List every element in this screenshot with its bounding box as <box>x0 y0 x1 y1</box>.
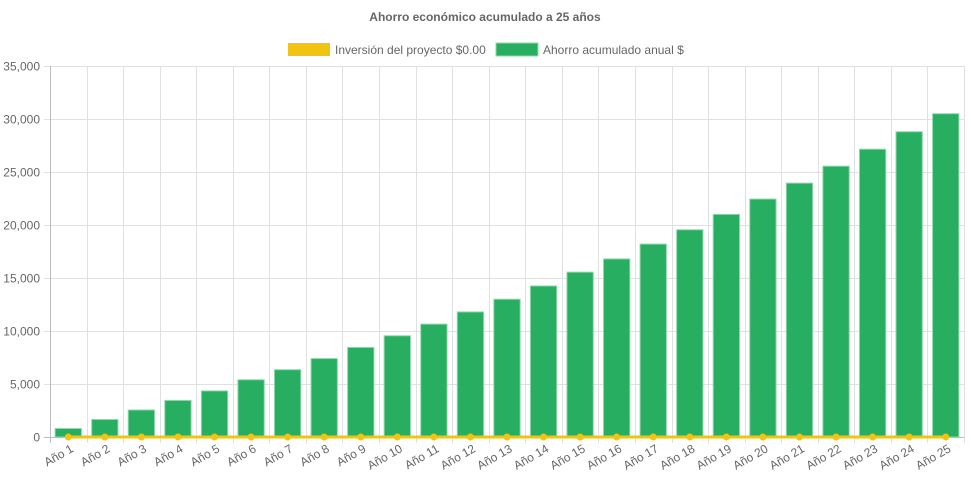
legend-item-savings[interactable]: Ahorro acumulado anual $ <box>495 42 684 57</box>
x-tick-label: Año 1 <box>42 441 76 469</box>
bar <box>493 298 521 438</box>
investment-point <box>393 433 401 441</box>
investment-point <box>832 433 840 441</box>
bar <box>273 369 302 438</box>
bar <box>895 131 923 438</box>
x-tick-label: Año 14 <box>511 441 551 472</box>
bar <box>566 271 594 438</box>
y-axis: 0 5,000 10,000 15,000 20,000 25,000 30,000 35,0… <box>3 60 40 445</box>
investment-point <box>686 433 694 441</box>
x-tick-label: Año 12 <box>438 441 478 472</box>
bar <box>420 323 448 438</box>
x-tick-label: Año 11 <box>402 441 441 472</box>
investment-point <box>795 433 803 441</box>
x-tick-label: Año 4 <box>151 441 185 469</box>
bar <box>676 229 704 438</box>
investment-point <box>466 433 474 441</box>
bar <box>603 258 631 438</box>
x-tick-label: Año 5 <box>188 441 222 469</box>
chart-title: Ahorro económico acumulado a 25 años <box>369 10 601 24</box>
x-tick-label: Año 13 <box>475 441 515 472</box>
investment-line <box>64 433 950 441</box>
y-tick-label: 5,000 <box>10 378 40 392</box>
legend: Inversión del proyecto $0.00 Ahorro acum… <box>288 42 684 57</box>
bar <box>383 335 411 438</box>
investment-point <box>905 433 913 441</box>
investment-point <box>759 433 767 441</box>
x-axis: Año 1 Año 2 Año 3 Año 4 Año 5 Año 6 Año 7 Año 8… <box>42 441 954 472</box>
bar <box>858 148 887 438</box>
y-tick-label: 35,000 <box>3 60 40 74</box>
legend-item-investment[interactable]: Inversión del proyecto $0.00 <box>288 43 486 57</box>
legend-label-investment: Inversión del proyecto $0.00 <box>335 43 486 57</box>
y-tick-label: 15,000 <box>3 272 40 286</box>
investment-point <box>576 433 584 441</box>
x-tick-label: Año 10 <box>365 441 405 472</box>
investment-point <box>613 433 621 441</box>
bars <box>54 113 960 438</box>
x-tick-label: Año 25 <box>913 441 953 472</box>
bar <box>639 243 667 438</box>
legend-swatch-investment <box>288 43 330 56</box>
x-tick-label: Año 17 <box>621 441 661 472</box>
x-tick-label: Año 19 <box>694 441 734 472</box>
x-tick-label: Año 15 <box>548 441 588 472</box>
x-tick-label: Año 6 <box>224 441 258 469</box>
x-tick-label: Año 20 <box>730 441 770 472</box>
investment-point <box>430 433 438 441</box>
bar <box>347 346 375 438</box>
x-tick-label: Año 7 <box>261 441 295 469</box>
bar <box>529 285 558 438</box>
investment-point <box>869 433 877 441</box>
legend-swatch-savings <box>495 42 539 57</box>
investment-point <box>540 433 548 441</box>
grid <box>44 66 965 443</box>
x-tick-label: Año 16 <box>584 441 624 472</box>
bar <box>712 213 741 438</box>
bar <box>749 198 777 438</box>
y-tick-label: 25,000 <box>3 166 40 180</box>
bar <box>127 409 156 438</box>
y-tick-label: 0 <box>33 431 40 445</box>
y-tick-label: 30,000 <box>3 113 40 127</box>
investment-point <box>137 433 145 441</box>
bar <box>932 113 960 438</box>
investment-point <box>942 433 950 441</box>
y-tick-label: 20,000 <box>3 219 40 233</box>
legend-label-savings: Ahorro acumulado anual $ <box>543 43 684 57</box>
x-tick-label: Año 3 <box>115 441 149 469</box>
investment-point <box>64 433 72 441</box>
y-tick-label: 10,000 <box>3 325 40 339</box>
bar <box>785 182 814 438</box>
x-tick-label: Año 9 <box>334 441 368 469</box>
x-tick-label: Año 8 <box>298 441 332 469</box>
investment-point <box>357 433 365 441</box>
bar <box>310 358 338 438</box>
investment-point <box>284 433 292 441</box>
bar <box>456 311 485 438</box>
investment-point <box>320 433 328 441</box>
investment-point <box>101 433 109 441</box>
investment-point <box>211 433 219 441</box>
x-tick-label: Año 21 <box>767 441 807 472</box>
x-tick-label: Año 2 <box>78 441 112 469</box>
investment-point <box>503 433 511 441</box>
investment-point <box>649 433 657 441</box>
investment-point <box>722 433 730 441</box>
x-tick-label: Año 24 <box>877 441 917 472</box>
investment-point <box>174 433 182 441</box>
x-tick-label: Año 22 <box>804 441 844 472</box>
bar <box>822 165 850 438</box>
x-tick-label: Año 18 <box>657 441 697 472</box>
bar <box>164 399 192 438</box>
x-tick-label: Año 23 <box>840 441 880 472</box>
bar <box>237 379 265 438</box>
bar <box>200 390 229 438</box>
investment-point <box>247 433 255 441</box>
